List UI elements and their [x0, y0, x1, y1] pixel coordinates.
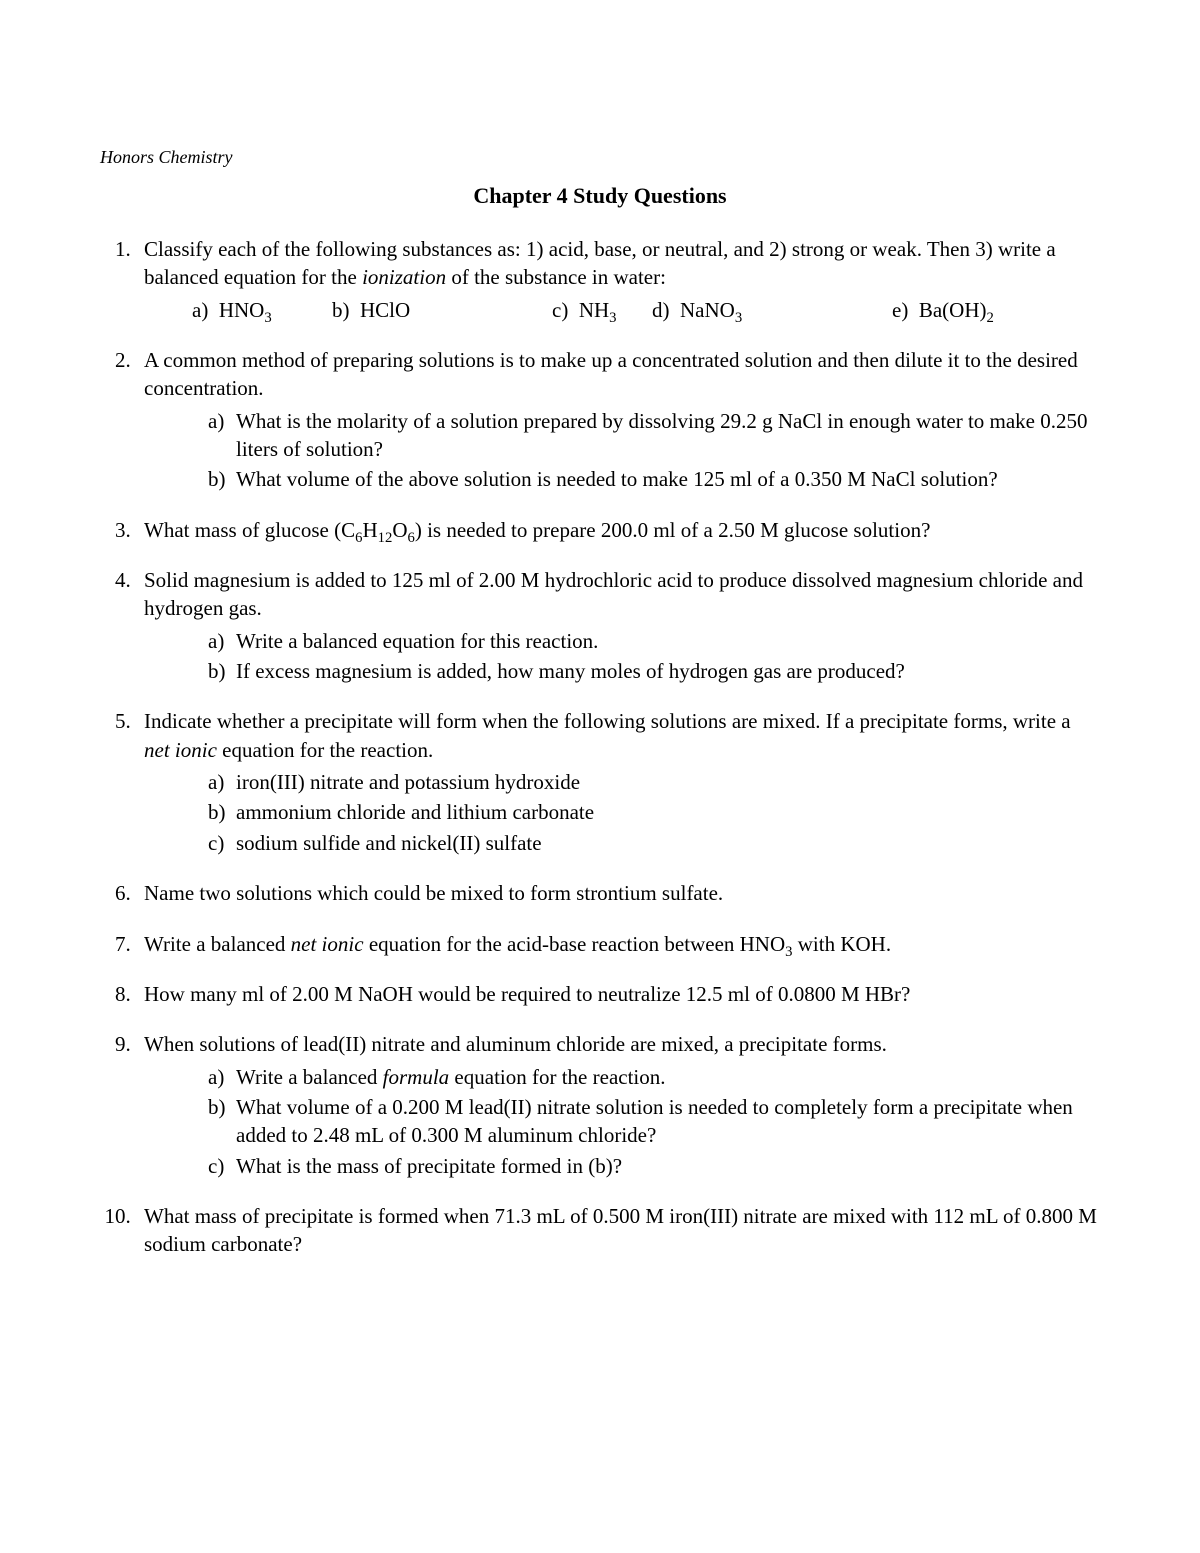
q1-options: a) HNO3 b) HClO c) NH3 d) NaNO3 e) Ba(OH…: [144, 296, 1100, 324]
question-7: Write a balanced net ionic equation for …: [136, 930, 1100, 958]
q1-option-c: c) NH3: [552, 296, 652, 324]
document-title: Chapter 4 Study Questions: [100, 181, 1100, 211]
q9-a: a)Write a balanced formula equation for …: [208, 1063, 1100, 1091]
question-5: Indicate whether a precipitate will form…: [136, 707, 1100, 857]
q4-b: b)If excess magnesium is added, how many…: [208, 657, 1100, 685]
q1-option-d: d) NaNO3: [652, 296, 892, 324]
q1-option-e: e) Ba(OH)2: [892, 296, 994, 324]
question-list: Classify each of the following substance…: [100, 235, 1100, 1259]
q4-stem: Solid magnesium is added to 125 ml of 2.…: [144, 568, 1083, 620]
q5-c: c)sodium sulfide and nickel(II) sulfate: [208, 829, 1100, 857]
q5-a: a)iron(III) nitrate and potassium hydrox…: [208, 768, 1100, 796]
document-page: Honors Chemistry Chapter 4 Study Questio…: [0, 0, 1200, 1553]
q9-c: c)What is the mass of precipitate formed…: [208, 1152, 1100, 1180]
q10-text: What mass of precipitate is formed when …: [144, 1204, 1097, 1256]
course-name: Honors Chemistry: [100, 145, 1100, 169]
question-9: When solutions of lead(II) nitrate and a…: [136, 1030, 1100, 1180]
q5-subitems: a)iron(III) nitrate and potassium hydrox…: [144, 768, 1100, 857]
question-10: What mass of precipitate is formed when …: [136, 1202, 1100, 1259]
q1-option-b: b) HClO: [332, 296, 552, 324]
q9-b: b)What volume of a 0.200 M lead(II) nitr…: [208, 1093, 1100, 1150]
q7-text: Write a balanced net ionic equation for …: [144, 932, 891, 956]
q5-b: b)ammonium chloride and lithium carbonat…: [208, 798, 1100, 826]
q2-a: a)What is the molarity of a solution pre…: [208, 407, 1100, 464]
q9-subitems: a)Write a balanced formula equation for …: [144, 1063, 1100, 1180]
question-4: Solid magnesium is added to 125 ml of 2.…: [136, 566, 1100, 685]
question-6: Name two solutions which could be mixed …: [136, 879, 1100, 907]
q2-subitems: a)What is the molarity of a solution pre…: [144, 407, 1100, 494]
q2-stem: A common method of preparing solutions i…: [144, 348, 1078, 400]
q4-a: a)Write a balanced equation for this rea…: [208, 627, 1100, 655]
q8-text: How many ml of 2.00 M NaOH would be requ…: [144, 982, 910, 1006]
question-2: A common method of preparing solutions i…: [136, 346, 1100, 494]
q6-text: Name two solutions which could be mixed …: [144, 881, 723, 905]
question-8: How many ml of 2.00 M NaOH would be requ…: [136, 980, 1100, 1008]
q1-option-a: a) HNO3: [192, 296, 332, 324]
q3-text: What mass of glucose (C6H12O6) is needed…: [144, 518, 930, 542]
question-1: Classify each of the following substance…: [136, 235, 1100, 324]
question-3: What mass of glucose (C6H12O6) is needed…: [136, 516, 1100, 544]
q1-stem: Classify each of the following substance…: [144, 237, 1056, 289]
q9-stem: When solutions of lead(II) nitrate and a…: [144, 1032, 887, 1056]
q5-stem: Indicate whether a precipitate will form…: [144, 709, 1071, 761]
q2-b: b)What volume of the above solution is n…: [208, 465, 1100, 493]
q4-subitems: a)Write a balanced equation for this rea…: [144, 627, 1100, 686]
